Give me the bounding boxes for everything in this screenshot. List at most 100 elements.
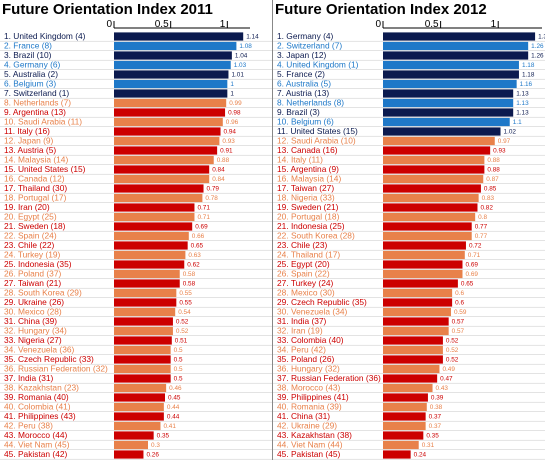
category-label: 21. Indonesia (25)	[277, 221, 345, 231]
category-label: 3. Japan (12)	[277, 50, 327, 60]
bar	[114, 127, 221, 136]
value-label: 0.35	[157, 433, 170, 440]
category-label: 38. Kazakhstan (23)	[4, 383, 79, 393]
category-label: 31. India (37)	[277, 316, 327, 326]
bar	[383, 203, 478, 212]
value-label: 1	[230, 91, 234, 98]
value-label: 1.26	[531, 43, 544, 50]
bar	[383, 355, 443, 364]
chart-2011: 0 0.5 11. United Kingdom (4) 1.142. France …	[0, 19, 272, 460]
bar	[114, 269, 180, 279]
category-label: 13. Canada (16)	[277, 145, 338, 155]
bar	[383, 89, 514, 98]
category-label: 30. Venezuela (34)	[277, 307, 348, 317]
tick-label: 0	[375, 19, 381, 30]
category-label: 33. Colombia (40)	[277, 335, 344, 345]
value-label: 0.58	[183, 271, 196, 278]
bar	[383, 127, 501, 136]
bar	[114, 193, 203, 203]
category-label: 29. Ukraine (26)	[4, 297, 64, 307]
bar	[383, 345, 443, 355]
value-label: 0.98	[228, 110, 241, 117]
category-label: 41. China (31)	[277, 411, 330, 421]
category-label: 35. Czech Republic (33)	[4, 354, 94, 364]
category-label: 5. France (2)	[277, 69, 325, 79]
value-label: 0.47	[440, 376, 453, 383]
bar	[114, 450, 144, 459]
category-label: 40. Colombia (41)	[4, 402, 71, 412]
value-label: 0.41	[163, 423, 176, 430]
bar	[114, 393, 165, 402]
value-label: 0.6	[455, 290, 464, 297]
category-label: 42. Ukraine (29)	[277, 421, 337, 431]
category-label: 20. Portugal (18)	[277, 212, 340, 222]
bar	[383, 383, 433, 393]
category-label: 44. Viet Nam (45)	[4, 440, 70, 450]
value-label: 0.45	[168, 395, 181, 402]
value-label: 0.93	[493, 148, 506, 155]
category-label: 37. India (31)	[4, 373, 54, 383]
value-label: 0.44	[167, 414, 180, 421]
bar	[114, 108, 226, 117]
bar	[383, 98, 514, 108]
value-label: 0.5	[174, 366, 183, 373]
value-label: 0.96	[226, 119, 239, 126]
bar	[114, 89, 228, 98]
value-label: 0.94	[224, 129, 237, 136]
category-label: 13. Austria (5)	[4, 145, 56, 155]
value-label: 1.26	[531, 53, 544, 60]
bar	[114, 60, 231, 70]
value-label: 0.52	[446, 347, 459, 354]
value-label: 0.63	[188, 252, 201, 259]
category-label: 14. Italy (11)	[277, 155, 323, 165]
bar	[114, 174, 210, 184]
value-label: 0.51	[175, 338, 188, 345]
bar	[114, 383, 167, 393]
chart-title-2011: Future Orientation Index 2011	[2, 1, 213, 18]
value-label: 0.77	[475, 233, 488, 240]
bar	[114, 374, 171, 383]
value-label: 0.24	[414, 452, 427, 459]
value-label: 0.93	[222, 138, 235, 145]
bar	[114, 279, 180, 288]
category-label: 7. Switzerland (1)	[4, 88, 69, 98]
bar	[114, 32, 244, 41]
category-label: 19. Sweden (21)	[277, 202, 339, 212]
value-label: 0.88	[487, 167, 500, 174]
bar	[383, 298, 453, 307]
value-label: 0.62	[187, 262, 200, 269]
category-label: 36. Hungary (32)	[277, 364, 340, 374]
value-label: 1.13	[516, 100, 529, 107]
category-label: 9. Brazil (3)	[277, 107, 320, 117]
value-label: 1.01	[231, 72, 244, 79]
category-label: 32. Hungary (34)	[4, 326, 67, 336]
bar	[383, 402, 427, 412]
tick-label: 0.5	[425, 19, 439, 30]
value-label: 0.87	[486, 176, 499, 183]
bar	[383, 431, 424, 440]
category-label: 23. Chile (23)	[277, 240, 327, 250]
value-label: 0.37	[429, 423, 442, 430]
bar	[383, 364, 440, 374]
bar	[383, 269, 463, 279]
bar	[114, 431, 154, 440]
value-label: 1.03	[234, 62, 247, 69]
bar	[114, 222, 193, 231]
bar	[383, 60, 519, 70]
category-label: 16. Canada (12)	[4, 174, 65, 184]
category-label: 36. Russian Federation (32)	[4, 364, 108, 374]
category-label: 27. Turkey (24)	[277, 278, 334, 288]
category-label: 41. Philippines (43)	[4, 411, 76, 421]
category-label: 15. Argentina (9)	[277, 164, 339, 174]
category-label: 45. Pakistan (45)	[277, 449, 341, 459]
bar	[383, 32, 536, 41]
bar	[114, 412, 164, 421]
bar	[383, 222, 472, 231]
value-label: 0.52	[176, 319, 189, 326]
bar	[114, 345, 171, 355]
category-label: 24. Turkey (19)	[4, 250, 61, 260]
category-label: 4. Germany (6)	[4, 60, 61, 70]
category-label: 39. Romania (40)	[4, 392, 69, 402]
category-label: 29. Czech Republic (35)	[277, 297, 367, 307]
category-label: 9. Argentina (13)	[4, 107, 66, 117]
